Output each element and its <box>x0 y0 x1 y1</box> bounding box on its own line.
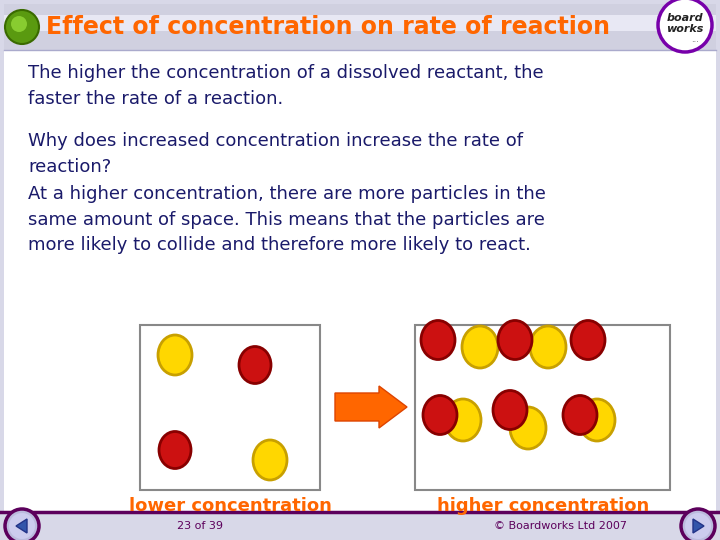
Ellipse shape <box>445 399 481 441</box>
Circle shape <box>5 10 39 44</box>
Ellipse shape <box>493 390 527 429</box>
FancyBboxPatch shape <box>4 15 716 31</box>
Circle shape <box>9 513 35 539</box>
Text: board: board <box>667 13 703 23</box>
FancyBboxPatch shape <box>140 325 320 490</box>
Circle shape <box>681 509 715 540</box>
Ellipse shape <box>423 395 457 435</box>
Circle shape <box>685 513 711 539</box>
Ellipse shape <box>462 326 498 368</box>
Text: At a higher concentration, there are more particles in the
same amount of space.: At a higher concentration, there are mor… <box>28 185 546 254</box>
Circle shape <box>658 0 712 52</box>
Text: higher concentration: higher concentration <box>437 497 649 515</box>
FancyArrow shape <box>335 386 407 428</box>
FancyBboxPatch shape <box>0 512 720 540</box>
Ellipse shape <box>239 347 271 383</box>
Text: ...: ... <box>691 35 699 44</box>
Text: Effect of concentration on rate of reaction: Effect of concentration on rate of react… <box>46 15 610 39</box>
Polygon shape <box>16 519 27 533</box>
Ellipse shape <box>158 335 192 375</box>
Ellipse shape <box>563 395 597 435</box>
Circle shape <box>11 16 27 32</box>
FancyBboxPatch shape <box>415 325 670 490</box>
Ellipse shape <box>571 321 605 360</box>
Text: lower concentration: lower concentration <box>129 497 331 515</box>
Polygon shape <box>693 519 704 533</box>
Ellipse shape <box>159 431 191 469</box>
FancyBboxPatch shape <box>4 51 716 512</box>
Ellipse shape <box>510 407 546 449</box>
Text: works: works <box>666 24 703 34</box>
Ellipse shape <box>498 321 532 360</box>
Ellipse shape <box>530 326 566 368</box>
Text: The higher the concentration of a dissolved reactant, the
faster the rate of a r: The higher the concentration of a dissol… <box>28 64 544 107</box>
Circle shape <box>5 509 39 540</box>
Text: © Boardworks Ltd 2007: © Boardworks Ltd 2007 <box>493 521 626 531</box>
Ellipse shape <box>421 321 455 360</box>
Ellipse shape <box>253 440 287 480</box>
Text: 23 of 39: 23 of 39 <box>177 521 223 531</box>
Ellipse shape <box>579 399 615 441</box>
Text: Why does increased concentration increase the rate of
reaction?: Why does increased concentration increas… <box>28 132 523 176</box>
FancyBboxPatch shape <box>4 4 716 50</box>
